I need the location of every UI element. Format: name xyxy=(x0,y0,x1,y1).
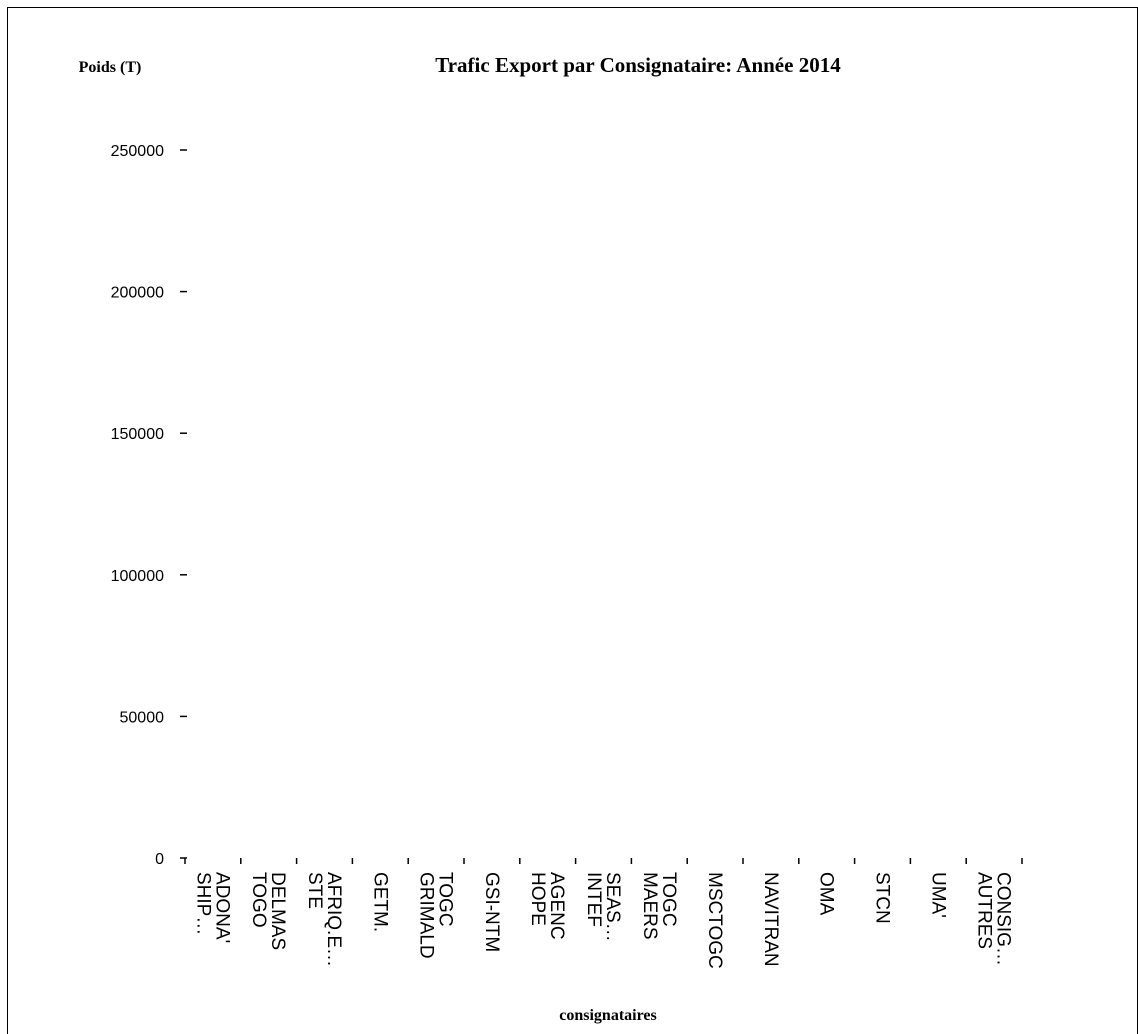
y-axis-label: Poids (T) xyxy=(79,59,142,76)
y-tick-label: 50000 xyxy=(120,709,165,726)
x-category-label: GETM. xyxy=(369,872,390,932)
x-category-label: INTEFSEAS… xyxy=(583,872,623,942)
x-tick-label: GSI-NTM xyxy=(481,872,502,952)
y-tick-label: 150000 xyxy=(111,426,164,443)
x-tick-label: MAERS xyxy=(639,872,660,940)
y-axis: 0 50000 100000 150000 200000 250000 xyxy=(111,143,187,868)
x-tick-label: INTEF xyxy=(583,872,604,927)
x-tick-label: SEAS… xyxy=(602,872,623,942)
x-tick-label: AFRIQ.E… xyxy=(323,872,344,967)
x-axis-label: consignataires xyxy=(559,1007,656,1024)
x-tick-label: AUTRES xyxy=(974,872,995,949)
x-category-label: MSCTOGC xyxy=(704,872,725,969)
x-tick-label: NAVITRAN xyxy=(760,872,781,967)
x-category-label: OMA xyxy=(816,872,837,916)
x-category-label: STEAFRIQ.E… xyxy=(304,872,344,967)
x-category-label: UMA' xyxy=(927,872,948,918)
x-category-label: GSI-NTM xyxy=(481,872,502,952)
x-tick-label: AGENC xyxy=(546,872,567,940)
x-tick-label: SHIP… xyxy=(192,872,213,935)
x-tick-label: STCN xyxy=(872,872,893,924)
x-category-label: STCN xyxy=(872,872,893,924)
x-tick-label: MSCTOGC xyxy=(704,872,725,969)
x-tick-label: UMA' xyxy=(927,872,948,918)
y-tick-label: 200000 xyxy=(111,285,164,302)
x-tick-label: GRIMALD xyxy=(416,872,437,959)
chart-title: Trafic Export par Consignataire: Année 2… xyxy=(435,53,841,77)
x-tick-label: HOPE xyxy=(527,872,548,926)
x-tick-label: STE xyxy=(304,872,325,909)
y-tick-label: 0 xyxy=(155,851,164,868)
x-category-label: SHIP…ADONA' xyxy=(192,872,232,943)
x-tick-label: OMA xyxy=(816,872,837,916)
y-tick-label: 100000 xyxy=(111,568,164,585)
x-tick-label: CONSIG… xyxy=(993,872,1014,966)
x-tick-label: TOGO xyxy=(248,872,269,928)
x-category-label: AUTRESCONSIG… xyxy=(974,872,1014,966)
x-tick-label: GETM. xyxy=(369,872,390,932)
x-tick-label: TOGC xyxy=(658,872,679,927)
x-tick-label: DELMAS xyxy=(267,872,288,950)
x-tick-label: TOGC xyxy=(435,872,456,927)
y-tick-label: 250000 xyxy=(111,143,164,160)
x-category-label: NAVITRAN xyxy=(760,872,781,967)
x-tick-label: ADONA' xyxy=(211,872,232,943)
x-axis xyxy=(184,858,1023,864)
